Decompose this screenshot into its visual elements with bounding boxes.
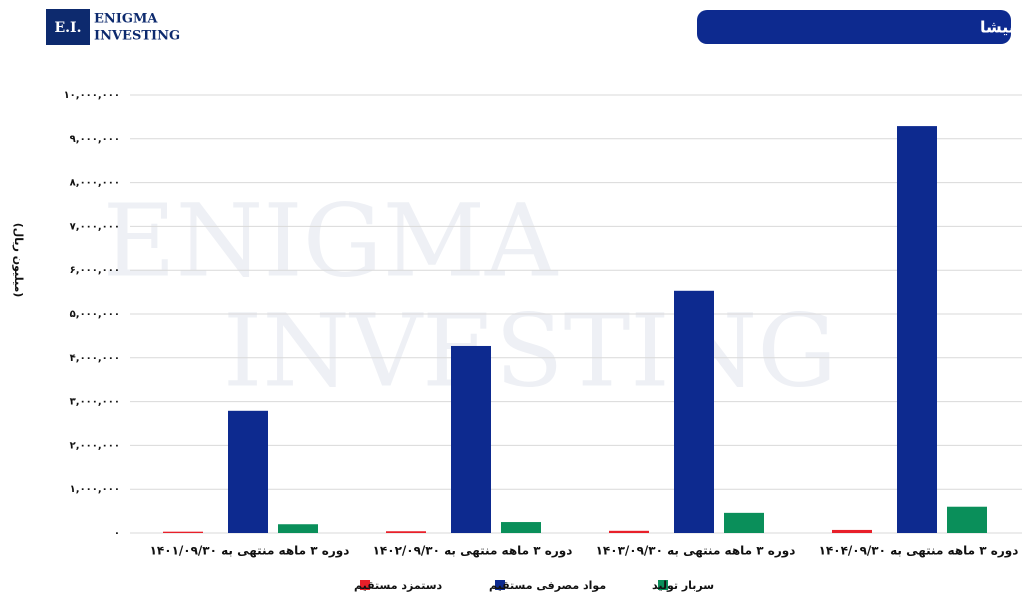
logo-box <box>46 9 90 45</box>
y-tick-label: ۰ <box>114 528 120 539</box>
chart-title: بهای تمام شده قنیشا <box>980 18 1024 37</box>
watermark: ENIGMA <box>103 183 559 300</box>
bar <box>501 522 541 533</box>
x-tick-label: دوره ۳ ماهه منتهی به ۱۴۰۴/۰۹/۳۰ <box>819 544 1019 559</box>
bar <box>163 531 203 533</box>
bar <box>278 524 318 533</box>
legend-swatch <box>495 580 505 590</box>
y-tick-label: ۲,۰۰۰,۰۰۰ <box>70 440 120 451</box>
bar <box>674 290 714 533</box>
y-tick-label: ۶,۰۰۰,۰۰۰ <box>70 265 120 276</box>
x-tick-label: دوره ۳ ماهه منتهی به ۱۴۰۱/۰۹/۳۰ <box>150 544 350 559</box>
y-tick-label: ۳,۰۰۰,۰۰۰ <box>70 397 120 408</box>
y-tick-label: ۸,۰۰۰,۰۰۰ <box>70 178 120 189</box>
bar <box>228 410 268 533</box>
y-tick-label: ۱,۰۰۰,۰۰۰ <box>70 484 120 495</box>
y-tick-label: ۵,۰۰۰,۰۰۰ <box>70 309 120 320</box>
legend-label: سربار تولید <box>652 579 714 592</box>
x-tick-label: دوره ۳ ماهه منتهی به ۱۴۰۲/۰۹/۳۰ <box>373 544 573 559</box>
legend-swatch <box>360 580 370 590</box>
legend-label: مواد مصرفی مستقیم <box>489 579 606 592</box>
watermark: INVESTING <box>223 293 837 410</box>
logo-text: ENIGMA <box>94 12 158 27</box>
bar <box>609 530 649 533</box>
logo-text: INVESTING <box>94 29 180 44</box>
y-tick-label: ۱۰,۰۰۰,۰۰۰ <box>64 90 120 101</box>
bar <box>832 529 872 533</box>
bar <box>947 506 987 533</box>
legend-swatch <box>658 580 668 590</box>
legend-label: دستمزد مستقیم <box>354 579 443 592</box>
y-tick-label: ۷,۰۰۰,۰۰۰ <box>70 221 120 232</box>
bar <box>897 126 937 534</box>
x-tick-label: دوره ۳ ماهه منتهی به ۱۴۰۳/۰۹/۳۰ <box>596 544 796 559</box>
logo-mark: E.I. <box>55 20 82 36</box>
bar <box>724 512 764 533</box>
bar <box>451 345 491 533</box>
title-box <box>697 10 1011 44</box>
y-axis-label: (میلیون ریال) <box>12 223 25 298</box>
bar <box>386 531 426 533</box>
y-tick-label: ۴,۰۰۰,۰۰۰ <box>70 353 120 364</box>
y-tick-label: ۹,۰۰۰,۰۰۰ <box>70 134 120 145</box>
